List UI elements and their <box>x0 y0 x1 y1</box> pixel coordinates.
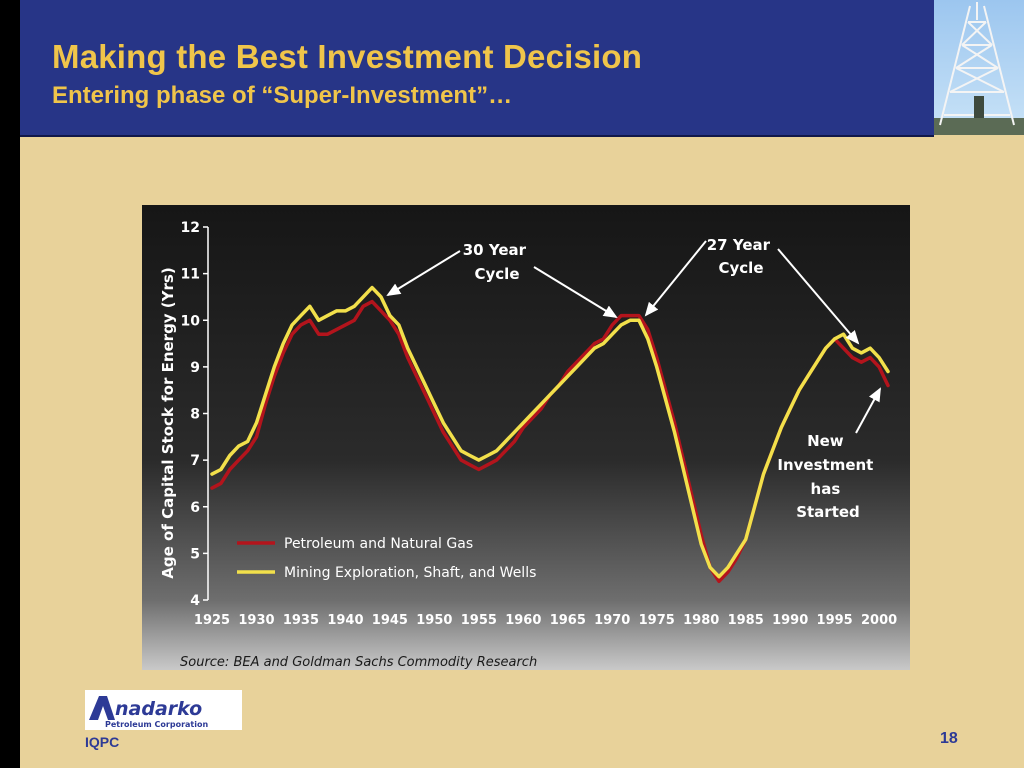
svg-text:nadarko: nadarko <box>115 698 202 720</box>
x-tick-label: 1945 <box>372 613 408 628</box>
annotation-30-year-cycle: 30 Year Cycle <box>463 241 532 283</box>
source-note: Source: BEA and Goldman Sachs Commodity … <box>180 655 537 670</box>
y-tick-label: 4 <box>190 593 200 609</box>
x-tick-label: 1940 <box>327 613 363 628</box>
y-tick-label: 5 <box>190 546 200 562</box>
x-tick-label: 1925 <box>194 613 230 628</box>
x-tick-label: 2000 <box>861 613 897 628</box>
x-tick-label: 1930 <box>238 613 274 628</box>
page-number: 18 <box>940 730 958 747</box>
y-axis-label: Age of Capital Stock for Energy (Yrs) <box>159 267 177 578</box>
svg-text:Petroleum Corporation: Petroleum Corporation <box>105 720 208 729</box>
y-tick-label: 12 <box>181 220 200 236</box>
y-tick-label: 10 <box>181 313 201 329</box>
arrow-27-year-left <box>644 240 707 317</box>
anadarko-logo: nadarko Petroleum Corporation <box>85 690 242 730</box>
annotation-27-year-cycle: 27 Year Cycle <box>707 236 776 277</box>
age-of-capital-chart: Age of Capital Stock for Energy (Yrs) 4 5… <box>159 220 897 670</box>
slide-title: Making the Best Investment Decision <box>52 38 643 75</box>
x-tick-label: 1975 <box>639 613 675 628</box>
oil-rig-icon <box>934 2 1024 135</box>
left-black-bar <box>0 0 20 768</box>
x-tick-label: 1950 <box>416 613 452 628</box>
chart-panel: Age of Capital Stock for Energy (Yrs) 4 5… <box>142 205 910 670</box>
x-tick-label: 1935 <box>283 613 319 628</box>
x-tick-label: 1970 <box>594 613 630 628</box>
anadarko-logo-icon: nadarko Petroleum Corporation <box>89 696 208 729</box>
y-tick-label: 6 <box>190 500 200 516</box>
footer-left-text: IQPC <box>85 734 120 750</box>
arrow-30-year-right <box>533 266 618 319</box>
x-tick-label: 1960 <box>505 613 541 628</box>
x-tick-label: 1990 <box>772 613 808 628</box>
arrow-new-investment <box>855 387 881 434</box>
slide-subtitle: Entering phase of “Super-Investment”… <box>52 82 513 109</box>
series-line-mining <box>210 285 890 579</box>
x-tick-label: 1965 <box>550 613 586 628</box>
x-tick-label: 1985 <box>728 613 764 628</box>
oil-rig-image <box>934 0 1024 135</box>
y-tick-label: 11 <box>181 267 200 283</box>
legend-label-petroleum: Petroleum and Natural Gas <box>284 536 473 552</box>
slide-header: Making the Best Investment Decision Ente… <box>20 0 934 137</box>
arrow-27-year-right <box>777 248 860 345</box>
y-tick-label: 7 <box>190 453 200 469</box>
legend-label-mining: Mining Exploration, Shaft, and Wells <box>284 565 536 581</box>
y-tick-label: 9 <box>190 360 200 376</box>
annotation-new-investment: New Investment has Started <box>777 432 878 521</box>
x-tick-label: 1995 <box>817 613 853 628</box>
x-tick-label: 1955 <box>461 613 497 628</box>
y-tick-label: 8 <box>190 407 200 423</box>
x-tick-label: 1980 <box>683 613 719 628</box>
arrow-30-year-left <box>386 250 461 297</box>
